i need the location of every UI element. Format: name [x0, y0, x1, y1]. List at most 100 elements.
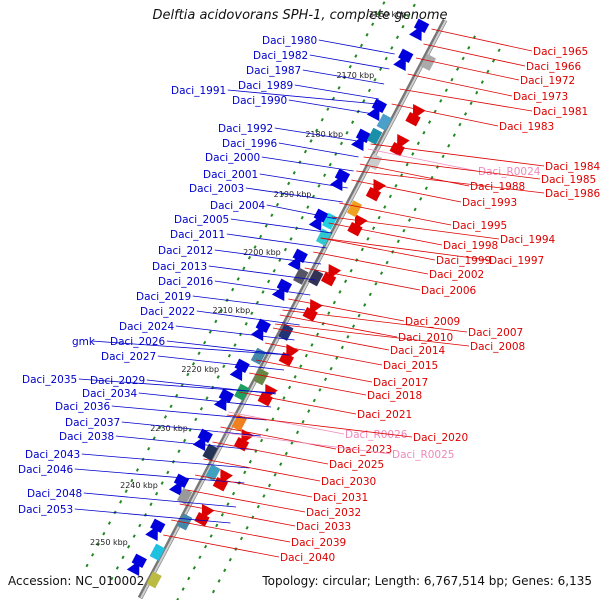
leader-line — [351, 179, 462, 203]
leader-line — [275, 323, 470, 347]
leader-line — [203, 458, 321, 482]
gene-label-right: Daci_2009 — [405, 316, 460, 328]
accession-label: Accession: NC_010002 — [8, 574, 145, 588]
leader-line — [227, 89, 378, 105]
gene-label-left: Daci_2037 — [65, 417, 120, 429]
gene-label-left: Daci_1987 — [246, 65, 301, 77]
leader-line — [302, 69, 385, 85]
forward-gene-block — [413, 18, 430, 34]
gene-label-left: Daci_2016 — [158, 276, 214, 288]
topology-label: Topology: circular; Length: 6,767,514 bp… — [262, 574, 592, 588]
feature-block — [176, 487, 193, 505]
kbp-label: 2200 kbp — [243, 248, 281, 257]
leader-line — [356, 170, 545, 194]
feature-block — [376, 113, 392, 131]
reverse-gene-block — [302, 306, 318, 322]
gene-label-right: Daci_1981 — [533, 106, 588, 118]
leader-line — [146, 379, 276, 395]
gene-label-right: Daci_2023 — [337, 444, 392, 456]
leader-line — [192, 295, 306, 311]
gene-label-right: Daci_1966 — [526, 61, 582, 73]
leader-line — [318, 39, 395, 55]
gene-label-right: Daci_2021 — [357, 409, 412, 421]
leader-line — [163, 534, 280, 558]
leader-line — [288, 99, 374, 115]
leader-line — [226, 414, 413, 438]
gene-label-right: Daci_1986 — [545, 188, 600, 200]
leader-line — [115, 435, 257, 451]
leader-line — [179, 503, 296, 527]
leader-line — [363, 156, 541, 180]
gene-label-left: Daci_1990 — [232, 95, 287, 107]
leader-line — [423, 43, 526, 67]
forward-gene-block — [276, 278, 293, 294]
gene-label-right: Daci_2014 — [390, 345, 446, 357]
gene-label-left: Daci_2029 — [90, 375, 145, 387]
kbp-label: 2230 kbp — [150, 424, 188, 433]
gene-label-right: Daci_1995 — [452, 220, 507, 232]
gene-label-right: Daci_2008 — [470, 341, 525, 353]
leader-line — [83, 492, 237, 508]
leader-line — [157, 355, 285, 371]
leader-line — [217, 431, 392, 455]
gene-label-right: Daci_2031 — [313, 492, 368, 504]
leader-line — [279, 314, 398, 338]
leader-line — [294, 84, 379, 100]
leader-line — [391, 103, 499, 127]
gene-label-right: Daci_2015 — [383, 360, 438, 372]
leader-line — [274, 127, 364, 143]
leader-line — [74, 508, 231, 524]
leader-line — [91, 340, 290, 356]
gene-label-right: Daci_2039 — [291, 537, 346, 549]
leader-line — [111, 405, 267, 421]
leader-line — [81, 453, 250, 469]
leader-line — [313, 251, 429, 275]
feature-block — [278, 323, 294, 341]
gene-label-left: Daci_2004 — [210, 200, 266, 212]
gene-label-right: Daci_2020 — [413, 432, 468, 444]
forward-gene-block — [334, 168, 351, 184]
gene-label-left: Daci_2043 — [25, 449, 80, 461]
reverse-gene-block — [347, 221, 363, 237]
leader-line — [261, 156, 354, 172]
forward-gene-block — [398, 48, 414, 64]
feature-block — [205, 464, 221, 482]
leader-line — [407, 73, 513, 97]
gene-label-left: Daci_2036 — [55, 401, 111, 413]
feature-block — [293, 267, 309, 285]
leader-line — [320, 237, 489, 261]
leader-line — [367, 148, 478, 172]
leader-line — [245, 187, 343, 203]
leader-line — [320, 237, 436, 261]
kbp-label: 2180 kbp — [305, 130, 343, 139]
tick-track — [176, 35, 476, 600]
gene-label-left: Daci_2046 — [18, 464, 74, 476]
leader-line — [226, 233, 327, 249]
leader-line — [328, 222, 443, 246]
forward-gene-block — [150, 518, 166, 534]
leader-line — [74, 468, 245, 484]
gene-label-left: Daci_1991 — [171, 85, 226, 97]
leader-line — [431, 28, 533, 52]
leader-line — [288, 298, 405, 322]
reverse-gene-block — [257, 391, 273, 407]
reverse-gene-block — [365, 186, 382, 202]
forward-gene-block — [255, 318, 271, 334]
leader-line — [214, 249, 322, 265]
kbp-label: 2220 kbp — [181, 365, 219, 374]
gene-label-right: Daci_1985 — [541, 174, 596, 186]
gene-label-right: Daci_2010 — [398, 332, 453, 344]
kbp-label: 2250 kbp — [90, 538, 128, 547]
gene-label-right: Daci_2025 — [329, 459, 384, 471]
leader-line — [208, 265, 316, 281]
leader-line — [238, 391, 357, 415]
leader-line — [138, 392, 272, 408]
gene-label-left: Daci_2026 — [110, 336, 166, 348]
kbp-label: 2240 kbp — [120, 481, 158, 490]
gene-label-left: Daci_2011 — [170, 229, 225, 241]
reverse-gene-block — [389, 141, 405, 157]
leader-line — [187, 489, 306, 513]
leader-line — [230, 218, 333, 234]
gene-label-left: Daci_1992 — [218, 123, 273, 135]
